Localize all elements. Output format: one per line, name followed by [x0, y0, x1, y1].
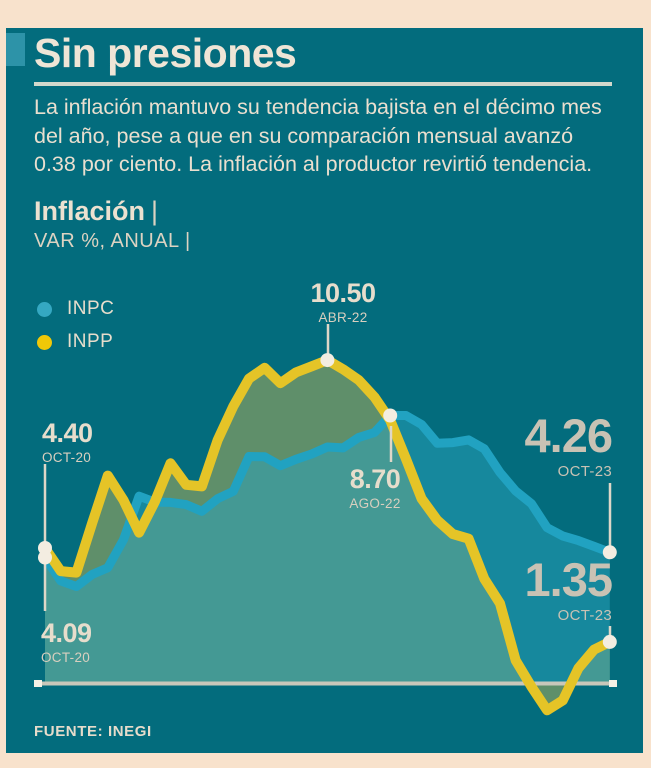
legend-label-inpp: INPP: [67, 331, 114, 352]
annotation-value: 4.40: [42, 418, 93, 448]
annotation-inpc-start: 4.09 OCT-20: [41, 620, 92, 665]
marker-dot: [320, 353, 335, 368]
annotation-inpc-end: 4.26 OCT-23: [442, 409, 613, 480]
annotation-inpp-start: 4.40 OCT-20: [42, 420, 93, 465]
source-note: FUENTE: INEGI: [34, 723, 152, 740]
chart-title-pipe: |: [151, 196, 159, 226]
baseline-right-cap: [609, 680, 617, 687]
marker-dot: [602, 634, 617, 649]
marker-dot: [383, 408, 398, 423]
page-title: Sin presiones: [34, 30, 297, 76]
legend-item-inpc: INPC: [37, 298, 115, 319]
annotation-connectors: [43, 324, 612, 640]
chart-legend: INPC INPP: [37, 298, 115, 365]
annotation-value: 4.09: [41, 618, 92, 648]
chart-title: Inflación |: [34, 196, 158, 227]
annotation-date: OCT-20: [42, 450, 92, 465]
annotation-date: OCT-20: [41, 650, 91, 665]
chart-title-text: Inflación: [34, 196, 146, 226]
marker-dot: [38, 550, 52, 565]
annotation-inpc-peak: 8.70 AGO-22: [330, 466, 420, 511]
annotation-value: 8.70: [349, 464, 401, 494]
annotation-value: 1.35: [524, 553, 613, 606]
baseline-left-cap: [34, 680, 42, 687]
legend-label-inpc: INPC: [67, 298, 115, 319]
line-INPC: [40, 411, 615, 591]
inpc-legend-dot-icon: [37, 301, 52, 317]
marker-dot: [602, 545, 617, 560]
annotation-value: 4.26: [524, 409, 613, 462]
annotation-date: OCT-23: [557, 463, 612, 480]
inpc-area-fill: [45, 415, 610, 684]
title-accent-bar: [6, 33, 25, 66]
chart-subtitle: VAR %, ANUAL |: [34, 230, 191, 252]
inpp-legend-dot-icon: [37, 334, 52, 350]
annotation-date: AGO-22: [349, 496, 401, 511]
annotation-date: ABR-22: [318, 310, 368, 325]
annotation-inpp-peak: 10.50 ABR-22: [298, 280, 388, 325]
legend-item-inpp: INPP: [37, 331, 114, 352]
annotation-value: 10.50: [310, 278, 376, 308]
annotation-inpp-end: 1.35 OCT-23: [442, 553, 613, 624]
title-underline: [34, 82, 612, 86]
intro-paragraph: La inflación mantuvo su tendencia bajist…: [34, 95, 602, 176]
marker-dots: [38, 353, 617, 649]
annotation-date: OCT-23: [557, 607, 612, 624]
